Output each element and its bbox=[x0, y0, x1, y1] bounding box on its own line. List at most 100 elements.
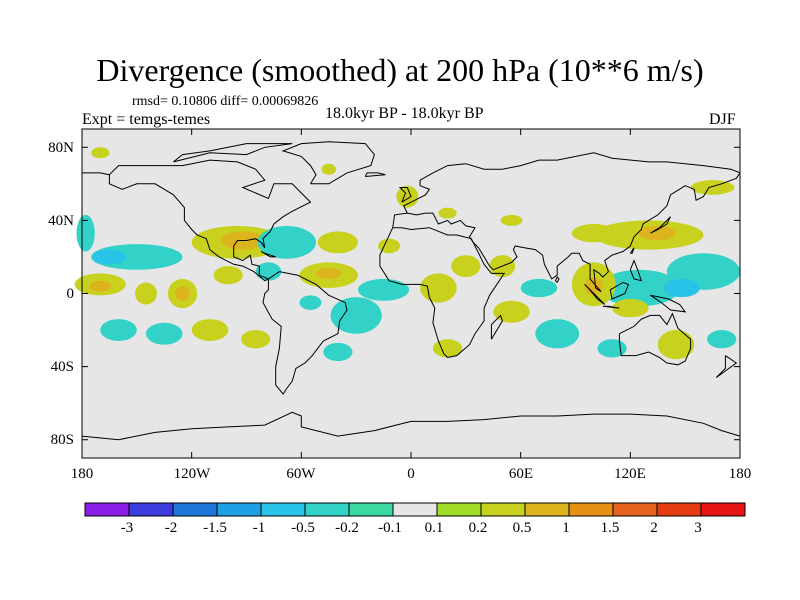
anomaly-blob bbox=[597, 339, 627, 358]
anomaly-blob bbox=[330, 297, 382, 334]
anomaly-blob bbox=[690, 180, 735, 195]
colorbar-label: 0.5 bbox=[512, 520, 532, 536]
stats-text: rmsd= 0.10806 diff= 0.00069826 bbox=[132, 94, 319, 109]
experiment-label: Expt = temgs-temes bbox=[82, 111, 211, 128]
anomaly-blob bbox=[438, 207, 457, 219]
coastline bbox=[82, 172, 110, 176]
coastline bbox=[618, 312, 692, 366]
anomaly-blob bbox=[241, 330, 271, 349]
anomaly-blob bbox=[92, 249, 126, 265]
lon-tick-label: 120E bbox=[614, 466, 646, 482]
anomaly-blob bbox=[396, 185, 419, 208]
colorbar-label: 0.1 bbox=[424, 520, 444, 536]
colorbar-swatch bbox=[128, 502, 174, 517]
lat-tick-label: 80S bbox=[50, 432, 74, 448]
anomaly-blob bbox=[175, 286, 190, 301]
colorbar-swatch bbox=[348, 502, 394, 517]
divergence-field bbox=[74, 129, 740, 458]
colorbar-label: -0.2 bbox=[335, 520, 359, 536]
anomaly-blob bbox=[321, 163, 337, 175]
coastline bbox=[650, 294, 687, 313]
anomaly-blob bbox=[135, 282, 157, 305]
anomaly-blob bbox=[323, 342, 353, 362]
colorbar-label: -3 bbox=[120, 520, 134, 536]
lat-tick-label: 80N bbox=[48, 140, 74, 156]
page-title: Divergence (smoothed) at 200 hPa (10**6 … bbox=[96, 52, 704, 88]
coastline bbox=[281, 141, 375, 185]
anomaly-blob bbox=[76, 214, 95, 252]
period-label: 18.0kyr BP - 18.0kyr BP bbox=[325, 105, 484, 122]
lon-tick-label: 120W bbox=[173, 466, 211, 482]
coastline bbox=[262, 271, 348, 395]
anomaly-blob bbox=[493, 300, 530, 323]
coastline bbox=[392, 152, 741, 228]
colorbar-label: -1.5 bbox=[203, 520, 227, 536]
anomaly-blob bbox=[89, 280, 112, 292]
anomaly-blob bbox=[420, 273, 457, 303]
coastline bbox=[398, 187, 412, 203]
anomaly-blob bbox=[707, 330, 737, 349]
lon-tick-label: 60W bbox=[286, 466, 316, 482]
anomaly-blob bbox=[91, 147, 110, 159]
anomaly-blob bbox=[535, 319, 580, 349]
colorbar-swatch bbox=[260, 502, 306, 517]
anomaly-blob bbox=[500, 214, 523, 226]
coastline bbox=[364, 172, 386, 177]
lat-tick-label: 0 bbox=[66, 286, 75, 302]
coastline bbox=[629, 247, 635, 254]
anomaly-blob bbox=[520, 278, 558, 298]
anomaly-blob bbox=[639, 225, 677, 241]
colorbar-swatch bbox=[84, 502, 130, 517]
colorbar-swatch bbox=[524, 502, 570, 517]
lon-tick-label: 60E bbox=[508, 466, 534, 482]
coastline bbox=[554, 276, 560, 283]
colorbar-label: -0.1 bbox=[378, 520, 402, 536]
anomaly-blob bbox=[357, 278, 410, 301]
anomaly-blob bbox=[257, 225, 316, 259]
lat-tick-label: 40N bbox=[48, 213, 74, 229]
colorbar-swatch bbox=[480, 502, 526, 517]
colorbar-label: -2 bbox=[164, 520, 178, 536]
coastline bbox=[108, 159, 312, 282]
colorbar-label: -1 bbox=[252, 520, 266, 536]
lon-tick-label: 0 bbox=[407, 466, 415, 482]
anomaly-blob bbox=[145, 322, 183, 345]
colorbar-swatch bbox=[392, 502, 438, 517]
colorbar-swatch bbox=[700, 502, 746, 517]
colorbar-swatch bbox=[568, 502, 614, 517]
anomaly-blob bbox=[191, 319, 229, 342]
anomaly-blob bbox=[317, 231, 358, 254]
coastline bbox=[81, 411, 741, 441]
colorbar-label: -0.5 bbox=[291, 520, 315, 536]
anomaly-blob bbox=[315, 267, 342, 279]
anomaly-blob bbox=[612, 298, 649, 318]
lon-tick-label: 180 bbox=[70, 466, 94, 482]
anomaly-blob bbox=[378, 238, 401, 254]
colorbar-swatch bbox=[172, 502, 218, 517]
anomaly-blob bbox=[451, 255, 481, 278]
coastline bbox=[609, 281, 630, 300]
coastline bbox=[260, 251, 276, 258]
season-label: DJF bbox=[709, 111, 736, 128]
anomaly-blob bbox=[584, 277, 603, 296]
coastline bbox=[173, 143, 293, 163]
colorbar-label: 2 bbox=[650, 520, 658, 536]
coastline bbox=[629, 259, 643, 282]
coastlines bbox=[81, 141, 741, 441]
coastline bbox=[584, 284, 606, 305]
colorbar-label: 1.5 bbox=[600, 520, 620, 536]
anomaly-blob bbox=[657, 330, 695, 360]
coastline bbox=[602, 305, 620, 309]
colorbar-swatch bbox=[216, 502, 262, 517]
colorbar-swatch bbox=[304, 502, 350, 517]
colorbar-swatch bbox=[656, 502, 702, 517]
colorbar bbox=[84, 502, 746, 517]
anomaly-blob bbox=[213, 266, 243, 285]
coastline bbox=[650, 216, 671, 234]
axis-ticks bbox=[81, 129, 741, 458]
colorbar-swatch bbox=[612, 502, 658, 517]
colorbar-label: 1 bbox=[562, 520, 570, 536]
anomaly-blob bbox=[100, 319, 137, 342]
lon-tick-label: 180 bbox=[728, 466, 752, 482]
